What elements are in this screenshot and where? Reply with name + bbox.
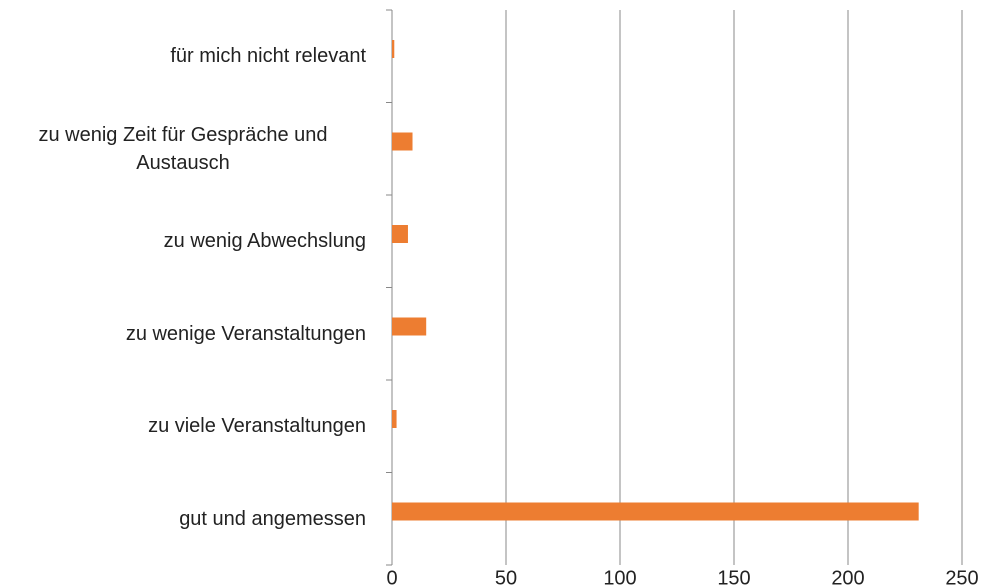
x-tick-label: 100 [603,567,636,586]
y-tick-text: zu viele Veranstaltungen [148,415,366,437]
x-tick-label: 0 [386,567,397,586]
y-tick-text: zu wenige Veranstaltungen [125,322,366,345]
bar [392,132,413,151]
x-tick-label: 150 [717,567,750,586]
y-tick-label: zu viele Veranstaltungen [0,412,366,440]
x-tick-label: 200 [831,567,864,586]
x-tick-label: 250 [945,567,978,586]
y-tick-text: zu wenig Abwechslung [163,230,366,252]
y-tick-label: zu wenig Abwechslung [0,227,366,255]
bar [392,317,427,336]
y-tick-label: für mich nicht relevant [0,42,366,70]
bar [392,225,408,243]
y-tick-label: zu wenig Zeit für Gespräche und Austausc… [0,121,366,177]
y-tick-text: zu wenig Zeit für Gespräche und Austausc… [38,123,328,174]
x-tick-label: 50 [495,567,517,586]
y-tick-text: für mich nicht relevant [170,45,366,67]
y-tick-label: gut und angemessen [0,505,366,533]
bar [392,40,395,58]
bar [392,410,397,428]
y-tick-label: zu wenige Veranstaltungen [0,320,366,348]
bar [392,502,919,521]
y-tick-text: gut und angemessen [179,507,366,530]
